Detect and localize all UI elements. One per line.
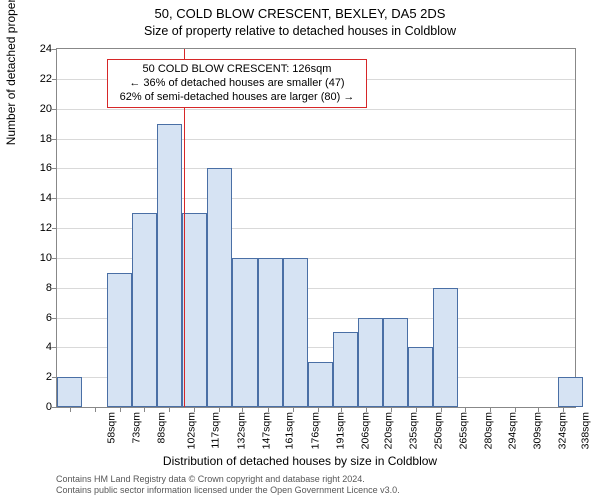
x-axis-label: Distribution of detached houses by size … xyxy=(0,454,600,468)
x-tick-mark xyxy=(120,408,121,412)
x-tick-mark xyxy=(416,408,417,412)
x-tick-mark xyxy=(515,408,516,412)
y-tick-label: 10 xyxy=(22,252,52,264)
x-tick-label: 132sqm xyxy=(235,412,247,449)
x-tick-label: 265sqm xyxy=(458,412,470,449)
annotation-line2: ← 36% of detached houses are smaller (47… xyxy=(113,77,361,91)
plot-area: 50 COLD BLOW CRESCENT: 126sqm ← 36% of d… xyxy=(56,48,576,408)
y-axis-label: Number of detached properties xyxy=(4,0,18,145)
histogram-bar xyxy=(433,288,458,407)
x-tick-label: 191sqm xyxy=(334,412,346,449)
y-tick-label: 20 xyxy=(22,103,52,115)
x-tick-mark xyxy=(341,408,342,412)
gridline xyxy=(57,139,575,140)
histogram-bar xyxy=(558,377,583,407)
x-tick-mark xyxy=(268,408,269,412)
histogram-bar xyxy=(283,258,308,407)
histogram-bar xyxy=(182,213,207,407)
histogram-bar xyxy=(157,124,182,407)
x-tick-mark xyxy=(441,408,442,412)
x-tick-label: 117sqm xyxy=(210,412,222,449)
y-tick-label: 6 xyxy=(22,312,52,324)
x-tick-mark xyxy=(490,408,491,412)
y-tick-label: 2 xyxy=(22,371,52,383)
y-tick-mark xyxy=(52,139,56,140)
histogram-bar xyxy=(107,273,132,407)
x-tick-mark xyxy=(219,408,220,412)
histogram-bar xyxy=(308,362,333,407)
x-tick-label: 280sqm xyxy=(483,412,495,449)
x-tick-label: 161sqm xyxy=(284,412,296,449)
x-tick-label: 324sqm xyxy=(556,412,568,449)
y-tick-mark xyxy=(52,109,56,110)
histogram-bar xyxy=(383,318,408,408)
y-tick-mark xyxy=(52,377,56,378)
y-tick-mark xyxy=(52,49,56,50)
gridline xyxy=(57,198,575,199)
x-tick-mark xyxy=(293,408,294,412)
credits: Contains HM Land Registry data © Crown c… xyxy=(56,474,400,496)
x-tick-label: 73sqm xyxy=(131,412,143,444)
y-tick-label: 0 xyxy=(22,401,52,413)
y-tick-mark xyxy=(52,79,56,80)
histogram-bar xyxy=(207,168,232,407)
x-tick-label: 220sqm xyxy=(382,412,394,449)
x-tick-label: 206sqm xyxy=(359,412,371,449)
y-tick-label: 8 xyxy=(22,282,52,294)
x-tick-label: 176sqm xyxy=(309,412,321,449)
x-tick-mark xyxy=(366,408,367,412)
x-tick-mark xyxy=(318,408,319,412)
x-tick-label: 235sqm xyxy=(407,412,419,449)
gridline xyxy=(57,109,575,110)
y-tick-label: 12 xyxy=(22,222,52,234)
y-tick-mark xyxy=(52,198,56,199)
x-tick-mark xyxy=(169,408,170,412)
x-tick-label: 102sqm xyxy=(185,412,197,449)
annotation-box: 50 COLD BLOW CRESCENT: 126sqm ← 36% of d… xyxy=(107,59,367,108)
annotation-line1: 50 COLD BLOW CRESCENT: 126sqm xyxy=(113,63,361,77)
annotation-line3: 62% of semi-detached houses are larger (… xyxy=(113,91,361,105)
x-tick-label: 58sqm xyxy=(106,412,118,444)
y-tick-mark xyxy=(52,168,56,169)
x-tick-label: 338sqm xyxy=(580,412,592,449)
y-tick-mark xyxy=(52,318,56,319)
x-tick-label: 294sqm xyxy=(506,412,518,449)
histogram-bar xyxy=(358,318,383,408)
y-tick-label: 22 xyxy=(22,73,52,85)
credits-line2: Contains public sector information licen… xyxy=(56,485,400,496)
histogram-bar xyxy=(132,213,157,407)
y-tick-label: 4 xyxy=(22,341,52,353)
histogram-bar xyxy=(258,258,283,407)
x-tick-label: 88sqm xyxy=(156,412,168,444)
credits-line1: Contains HM Land Registry data © Crown c… xyxy=(56,474,400,485)
chart-title: 50, COLD BLOW CRESCENT, BEXLEY, DA5 2DS xyxy=(0,0,600,23)
x-tick-mark xyxy=(95,408,96,412)
x-tick-mark xyxy=(465,408,466,412)
x-tick-label: 147sqm xyxy=(260,412,272,449)
x-tick-mark xyxy=(194,408,195,412)
histogram-bar xyxy=(232,258,257,407)
y-tick-mark xyxy=(52,258,56,259)
x-tick-mark xyxy=(70,408,71,412)
y-tick-mark xyxy=(52,228,56,229)
y-tick-label: 14 xyxy=(22,192,52,204)
chart-subtitle: Size of property relative to detached ho… xyxy=(0,23,600,39)
x-tick-mark xyxy=(563,408,564,412)
y-tick-label: 18 xyxy=(22,133,52,145)
x-tick-label: 250sqm xyxy=(433,412,445,449)
y-tick-mark xyxy=(52,407,56,408)
y-tick-mark xyxy=(52,288,56,289)
gridline xyxy=(57,168,575,169)
x-tick-mark xyxy=(242,408,243,412)
x-tick-mark xyxy=(538,408,539,412)
x-tick-label: 309sqm xyxy=(531,412,543,449)
y-tick-label: 16 xyxy=(22,162,52,174)
histogram-bar xyxy=(333,332,358,407)
x-tick-mark xyxy=(391,408,392,412)
y-tick-label: 24 xyxy=(22,43,52,55)
y-tick-mark xyxy=(52,347,56,348)
histogram-bar xyxy=(57,377,82,407)
histogram-bar xyxy=(408,347,433,407)
x-tick-mark xyxy=(144,408,145,412)
